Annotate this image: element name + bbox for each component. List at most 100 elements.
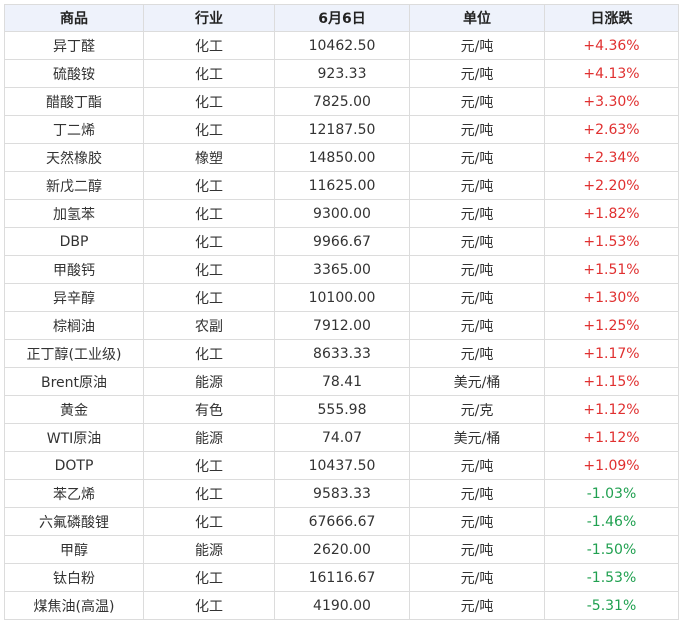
table-row: Brent原油 能源 78.41 美元/桶 +1.15% <box>4 367 679 396</box>
cell-commodity: 甲酸钙 <box>4 255 144 284</box>
cell-unit: 元/吨 <box>409 199 545 228</box>
cell-industry: 化工 <box>143 227 275 256</box>
cell-commodity: 新戊二醇 <box>4 171 144 200</box>
table-row: 醋酸丁酯 化工 7825.00 元/吨 +3.30% <box>4 87 679 116</box>
cell-industry: 化工 <box>143 479 275 508</box>
cell-unit: 美元/桶 <box>409 423 545 452</box>
cell-price: 3365.00 <box>274 255 410 284</box>
cell-price: 11625.00 <box>274 171 410 200</box>
cell-commodity: DBP <box>4 227 144 256</box>
table-row: 异丁醛 化工 10462.50 元/吨 +4.36% <box>4 31 679 60</box>
header-commodity: 商品 <box>4 4 144 32</box>
cell-change: +1.15% <box>544 367 679 396</box>
cell-industry: 能源 <box>143 367 275 396</box>
cell-change: +2.34% <box>544 143 679 172</box>
cell-industry: 化工 <box>143 283 275 312</box>
header-industry: 行业 <box>143 4 275 32</box>
cell-unit: 元/吨 <box>409 535 545 564</box>
cell-commodity: 丁二烯 <box>4 115 144 144</box>
table-row: 甲酸钙 化工 3365.00 元/吨 +1.51% <box>4 255 679 284</box>
header-date-price: 6月6日 <box>274 4 410 32</box>
table-row: 丁二烯 化工 12187.50 元/吨 +2.63% <box>4 115 679 144</box>
cell-industry: 化工 <box>143 255 275 284</box>
cell-price: 9583.33 <box>274 479 410 508</box>
cell-commodity: DOTP <box>4 451 144 480</box>
cell-change: +2.63% <box>544 115 679 144</box>
cell-unit: 元/吨 <box>409 115 545 144</box>
cell-change: -1.03% <box>544 479 679 508</box>
cell-unit: 元/吨 <box>409 87 545 116</box>
cell-industry: 能源 <box>143 423 275 452</box>
cell-change: +4.13% <box>544 59 679 88</box>
header-daily-change: 日涨跌 <box>544 4 679 32</box>
commodity-price-table: 商品 行业 6月6日 单位 日涨跌 异丁醛 化工 10462.50 元/吨 +4.36%… <box>4 4 679 620</box>
cell-industry: 化工 <box>143 59 275 88</box>
cell-commodity: 加氢苯 <box>4 199 144 228</box>
cell-price: 7912.00 <box>274 311 410 340</box>
cell-unit: 元/吨 <box>409 143 545 172</box>
cell-industry: 橡塑 <box>143 143 275 172</box>
cell-unit: 元/吨 <box>409 479 545 508</box>
table-body: 异丁醛 化工 10462.50 元/吨 +4.36% 硫酸铵 化工 923.33 元/吨 +4.1… <box>4 31 679 620</box>
cell-unit: 元/吨 <box>409 451 545 480</box>
cell-change: +1.09% <box>544 451 679 480</box>
cell-industry: 化工 <box>143 115 275 144</box>
table-row: 新戊二醇 化工 11625.00 元/吨 +2.20% <box>4 171 679 200</box>
cell-price: 10437.50 <box>274 451 410 480</box>
cell-unit: 元/吨 <box>409 227 545 256</box>
cell-unit: 元/克 <box>409 395 545 424</box>
cell-unit: 元/吨 <box>409 255 545 284</box>
cell-industry: 化工 <box>143 339 275 368</box>
cell-unit: 元/吨 <box>409 283 545 312</box>
cell-commodity: Brent原油 <box>4 367 144 396</box>
cell-industry: 能源 <box>143 535 275 564</box>
table-row: 加氢苯 化工 9300.00 元/吨 +1.82% <box>4 199 679 228</box>
cell-commodity: 异丁醛 <box>4 31 144 60</box>
cell-price: 16116.67 <box>274 563 410 592</box>
table-header-row: 商品 行业 6月6日 单位 日涨跌 <box>4 4 679 32</box>
table-row: 正丁醇(工业级) 化工 8633.33 元/吨 +1.17% <box>4 339 679 368</box>
cell-change: -5.31% <box>544 591 679 620</box>
cell-unit: 元/吨 <box>409 311 545 340</box>
table-row: 硫酸铵 化工 923.33 元/吨 +4.13% <box>4 59 679 88</box>
table-row: 棕榈油 农副 7912.00 元/吨 +1.25% <box>4 311 679 340</box>
cell-commodity: WTI原油 <box>4 423 144 452</box>
table-row: 煤焦油(高温) 化工 4190.00 元/吨 -5.31% <box>4 591 679 620</box>
table-row: 六氟磷酸锂 化工 67666.67 元/吨 -1.46% <box>4 507 679 536</box>
cell-commodity: 棕榈油 <box>4 311 144 340</box>
cell-change: +1.51% <box>544 255 679 284</box>
cell-commodity: 钛白粉 <box>4 563 144 592</box>
cell-price: 74.07 <box>274 423 410 452</box>
cell-industry: 化工 <box>143 87 275 116</box>
cell-price: 8633.33 <box>274 339 410 368</box>
cell-price: 555.98 <box>274 395 410 424</box>
cell-price: 2620.00 <box>274 535 410 564</box>
cell-unit: 美元/桶 <box>409 367 545 396</box>
cell-commodity: 煤焦油(高温) <box>4 591 144 620</box>
cell-unit: 元/吨 <box>409 591 545 620</box>
cell-price: 12187.50 <box>274 115 410 144</box>
cell-industry: 化工 <box>143 171 275 200</box>
cell-price: 78.41 <box>274 367 410 396</box>
cell-change: +1.82% <box>544 199 679 228</box>
cell-change: +4.36% <box>544 31 679 60</box>
cell-commodity: 天然橡胶 <box>4 143 144 172</box>
cell-price: 14850.00 <box>274 143 410 172</box>
table-row: 黄金 有色 555.98 元/克 +1.12% <box>4 395 679 424</box>
cell-unit: 元/吨 <box>409 171 545 200</box>
cell-industry: 化工 <box>143 591 275 620</box>
table-row: 苯乙烯 化工 9583.33 元/吨 -1.03% <box>4 479 679 508</box>
table-row: 异辛醇 化工 10100.00 元/吨 +1.30% <box>4 283 679 312</box>
cell-commodity: 正丁醇(工业级) <box>4 339 144 368</box>
cell-change: +1.12% <box>544 395 679 424</box>
cell-change: -1.53% <box>544 563 679 592</box>
cell-price: 10462.50 <box>274 31 410 60</box>
cell-unit: 元/吨 <box>409 339 545 368</box>
cell-commodity: 硫酸铵 <box>4 59 144 88</box>
cell-price: 9966.67 <box>274 227 410 256</box>
cell-commodity: 六氟磷酸锂 <box>4 507 144 536</box>
cell-industry: 化工 <box>143 31 275 60</box>
cell-price: 7825.00 <box>274 87 410 116</box>
cell-industry: 化工 <box>143 451 275 480</box>
cell-unit: 元/吨 <box>409 59 545 88</box>
